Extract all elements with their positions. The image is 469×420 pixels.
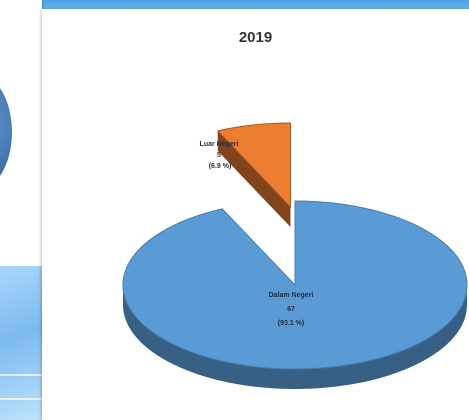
background-streak (0, 374, 44, 376)
slice-luar-negeri-depth (217, 130, 291, 227)
label-luar-negeri-value: 5 (217, 152, 221, 159)
previous-chart-panel (0, 0, 42, 266)
label-dalam-negeri-value: 67 (287, 306, 295, 313)
slice-dalam-negeri (122, 200, 468, 370)
slice-luar-negeri-side (217, 130, 291, 227)
label-luar-negeri-name: Luar Negeri (200, 141, 239, 148)
label-dalam-negeri-percent: (93.1 %) (278, 320, 304, 327)
slice-dalam-negeri-depth (123, 285, 467, 389)
background-panel (0, 266, 44, 420)
label-luar-negeri-percent: (6.9 %) (209, 163, 232, 170)
slice-luar-negeri (216, 122, 291, 209)
previous-pie-fragment (0, 76, 12, 188)
label-dalam-negeri-name: Dalam Negeri (269, 292, 314, 299)
background-streak (0, 398, 44, 400)
pie-chart: Luar Negeri 5 (6.9 %) Dalam Negeri 67 (9… (122, 122, 468, 389)
chart-panel: 2019 Luar Negeri 5 (6.9 %) Dalam Negeri … (42, 9, 469, 420)
chart-title: 2019 (238, 29, 273, 46)
slice-dalam-negeri-side (123, 285, 467, 389)
